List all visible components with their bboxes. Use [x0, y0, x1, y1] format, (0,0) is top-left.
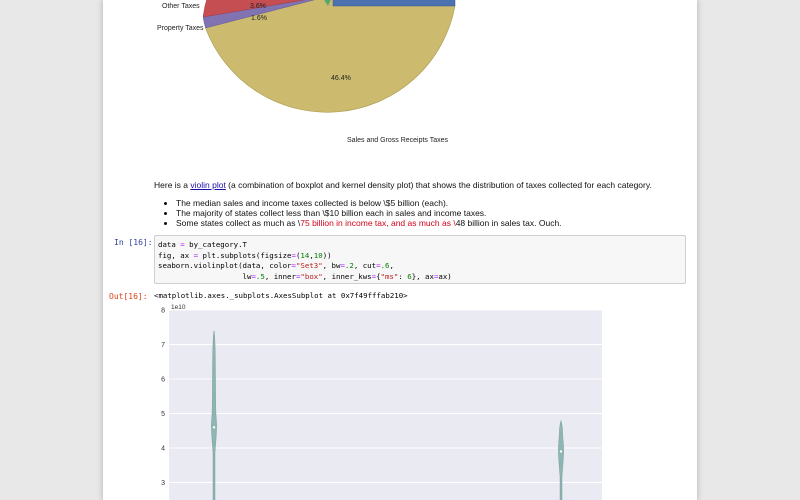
violin-shape — [558, 420, 564, 500]
bullet-item: The majority of states collect less than… — [176, 208, 674, 218]
pie-slice-other — [203, 0, 305, 18]
pie-chart — [203, 0, 456, 113]
in-prompt: In [16]: — [114, 238, 153, 247]
y-tick-label: 6 — [161, 377, 165, 384]
violin-chart: 1e10 8 7 6 5 4 3 — [161, 304, 602, 500]
pie-slice-blue — [332, 0, 456, 7]
plot-background — [169, 310, 602, 500]
y-tick-label: 4 — [161, 446, 165, 453]
notebook-page: Other Taxes Property Taxes 3.6% 1.6% 46.… — [103, 0, 697, 500]
out-prompt: Out[16]: — [109, 292, 148, 301]
intro-suffix: (a combination of boxplot and kernel den… — [225, 180, 652, 190]
markdown-cell: Here is a violin plot (a combination of … — [154, 180, 674, 228]
violin-shape — [211, 330, 217, 500]
bullet-item: The median sales and income taxes collec… — [176, 198, 674, 208]
bullet-list: The median sales and income taxes collec… — [154, 198, 674, 228]
bullet-item: Some states collect as much as \75 billi… — [176, 218, 674, 228]
intro-prefix: Here is a — [154, 180, 191, 190]
y-tick-label: 3 — [161, 480, 165, 487]
pie-pct-other-taxes: 3.6% — [250, 3, 266, 10]
violin-plot-link[interactable]: violin plot — [190, 180, 226, 190]
violin-median-point — [212, 426, 216, 429]
y-tick-label: 8 — [161, 308, 165, 315]
pie-slice-green — [324, 0, 331, 6]
bullet3-red: 75 billion in income tax, and as much as… — [300, 218, 456, 228]
violin-median-point — [559, 450, 563, 453]
y-ticks: 8 7 6 5 4 3 — [161, 308, 165, 488]
code-text: data = by_category.T fig, ax = plt.subpl… — [158, 240, 452, 281]
output-text: <matplotlib.axes._subplots.AxesSubplot a… — [154, 291, 408, 300]
pie-label-other-taxes: Other Taxes — [162, 3, 200, 10]
code-cell[interactable]: data = by_category.T fig, ax = plt.subpl… — [154, 235, 686, 284]
pie-pct-property-taxes: 1.6% — [251, 15, 267, 22]
pie-pct-sales: 46.4% — [331, 75, 351, 82]
pie-slice-sales — [205, 0, 456, 113]
y-tick-label: 5 — [161, 411, 165, 418]
pie-label-property-taxes: Property Taxes — [157, 25, 204, 32]
y-multiplier-label: 1e10 — [171, 304, 186, 311]
violins — [211, 330, 564, 500]
y-tick-label: 7 — [161, 342, 165, 349]
grid-lines — [169, 309, 602, 483]
pie-label-sales: Sales and Gross Receipts Taxes — [347, 137, 449, 144]
bullet3-suffix: 48 billion in sales tax. Ouch. — [455, 218, 562, 228]
intro-paragraph: Here is a violin plot (a combination of … — [154, 180, 674, 190]
bullet3-prefix: Some states collect as much as \ — [176, 218, 301, 228]
